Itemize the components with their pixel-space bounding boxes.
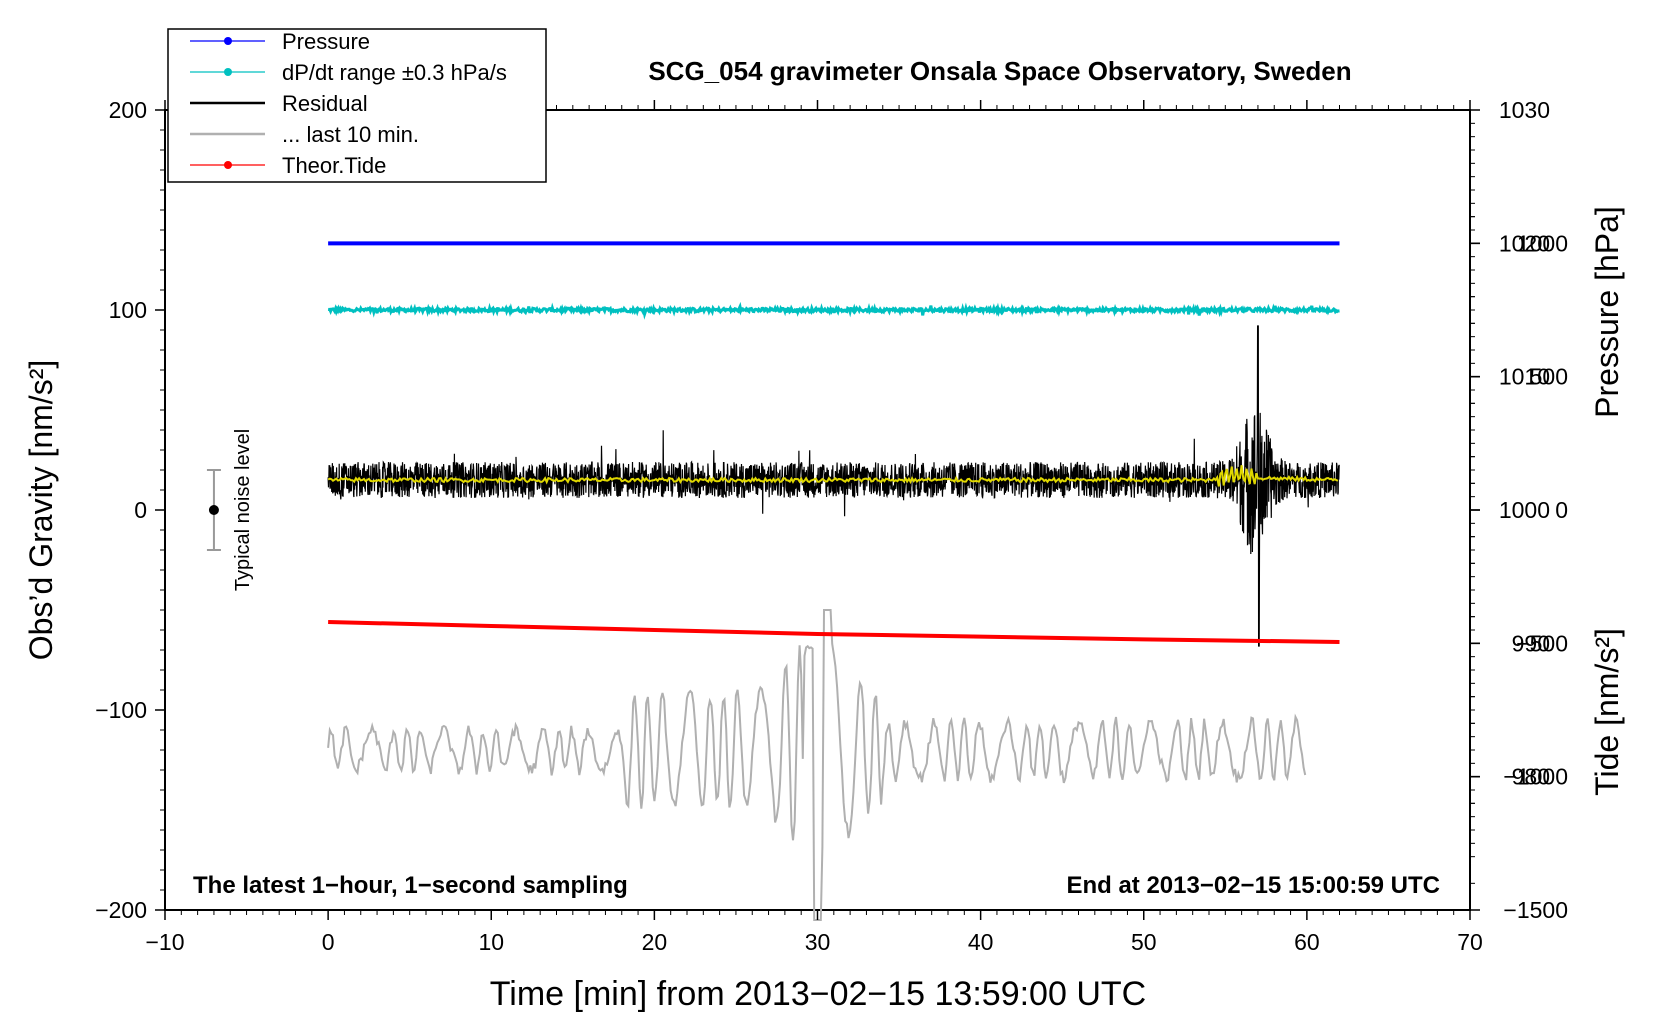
legend-label-0: Pressure	[282, 29, 370, 54]
x-tick-label: 70	[1457, 929, 1483, 955]
pressure-tick-label: 990	[1512, 630, 1550, 656]
x-tick-label: 60	[1294, 929, 1320, 955]
x-tick-label: 30	[805, 929, 831, 955]
annotation-right: End at 2013−02−15 15:00:59 UTC	[1066, 872, 1440, 899]
series-last10-line	[327, 609, 1307, 921]
legend-label-3: ... last 10 min.	[282, 122, 419, 147]
series-dpdt-line	[327, 301, 1340, 320]
legend-label-1: dP/dt range ±0.3 hPa/s	[282, 60, 507, 85]
legend: Pressure dP/dt range ±0.3 hPa/s Residual..…	[167, 28, 547, 183]
legend-label-2: Residual	[282, 91, 368, 116]
tide-tick-label: 500	[1530, 364, 1568, 390]
x-tick-label: −10	[145, 929, 184, 955]
pressure-tick-label: 980	[1512, 764, 1550, 790]
noise-bar: Typical noise level	[206, 429, 254, 591]
legend-marker-1	[224, 68, 232, 76]
pressure-tick-label: 1020	[1499, 230, 1550, 256]
x-axis-title: Time [min] from 2013−02−15 13:59:00 UTC	[490, 975, 1146, 1013]
noise-bar-dot	[208, 505, 219, 515]
y-tick-label: −200	[95, 897, 147, 923]
y-tick-label: −100	[95, 697, 147, 723]
pressure-tick-label: 1030	[1499, 97, 1550, 123]
x-tick-label: 0	[322, 929, 335, 955]
x-tick-label: 50	[1131, 929, 1157, 955]
legend-box	[167, 28, 547, 183]
tide-tick-label: −1500	[1503, 897, 1568, 923]
noise-bar-label: Typical noise level	[232, 429, 254, 591]
legend-label-4: Theor.Tide	[282, 153, 386, 178]
series-layer	[327, 241, 1340, 921]
series-residual-smoothed-line	[327, 465, 1339, 487]
legend-marker-4	[224, 161, 232, 169]
axis-layer: −10 0 10 20 30 40 50 60 70−200−10001002009809901…	[95, 97, 1568, 955]
x-tick-label: 20	[642, 929, 668, 955]
pressure-tick-label: 1000	[1499, 497, 1550, 523]
tide-tick-label: −500	[1516, 630, 1568, 656]
chart-title: SCG_054 gravimeter Onsala Space Observat…	[648, 56, 1351, 86]
x-tick-label: 40	[968, 929, 994, 955]
tide-tick-label: −1000	[1503, 764, 1568, 790]
annotation-left: The latest 1−hour, 1−second sampling	[193, 872, 628, 899]
legend-marker-0	[224, 37, 232, 45]
y-tick-label: 100	[109, 297, 147, 323]
y-axis-title-left: Obs’d Gravity [nm/s²]	[23, 360, 59, 661]
y-axis-title-pressure: Pressure [hPa]	[1589, 206, 1625, 418]
tide-tick-label: 0	[1555, 497, 1568, 523]
y-axis-title-tide: Tide [nm/s²]	[1589, 628, 1625, 796]
y-tick-label: 200	[109, 97, 147, 123]
series-tide-line	[328, 620, 1340, 644]
y-tick-label: 0	[134, 497, 147, 523]
tide-tick-label: 1000	[1517, 230, 1568, 256]
pressure-tick-label: 1010	[1499, 364, 1550, 390]
x-tick-label: 10	[478, 929, 504, 955]
